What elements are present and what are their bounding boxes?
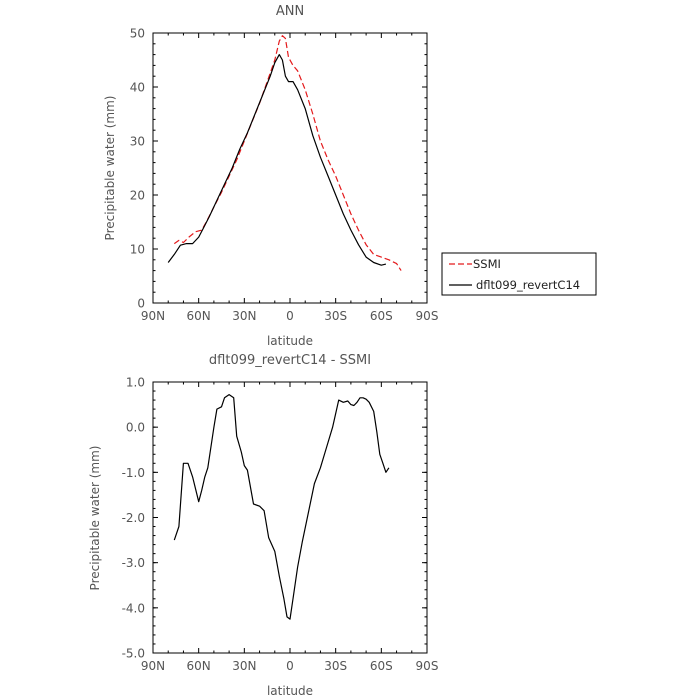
top-x-tick-label: 90S [416, 309, 439, 323]
bottom-x-tick-label: 60N [187, 659, 211, 673]
bottom-x-tick-label: 90S [416, 659, 439, 673]
legend-box [441, 252, 597, 296]
top-y-axis-label: Precipitable water (mm) [103, 96, 117, 241]
legend-label-ssmi: SSMI [473, 257, 501, 271]
bottom-y-tick-label: -5.0 [122, 647, 145, 661]
bottom-x-tick-label: 0 [286, 659, 294, 673]
legend: SSMI dflt099_revertC14 [441, 252, 597, 296]
bottom-y-tick-label: 1.0 [126, 376, 145, 390]
top-panel: ANN 90N 60N 30N 0 30S 60S 90S 0 10 20 30 40 50 latit… [103, 4, 597, 348]
bottom-x-axis-label: latitude [267, 684, 313, 698]
bottom-x-tick-label: 90N [141, 659, 165, 673]
top-x-tick-label: 30N [232, 309, 256, 323]
top-plot-frame [152, 32, 428, 304]
top-x-tick-label: 60S [370, 309, 393, 323]
bottom-y-tick-label: -2.0 [122, 511, 145, 525]
bottom-panel: dflt099_revertC14 - SSMI 90N 60N 30N 0 30S 60… [88, 353, 438, 698]
top-y-tick-label: 0 [137, 297, 145, 311]
top-chart-title: ANN [276, 4, 304, 19]
bottom-y-tick-label: -1.0 [122, 466, 145, 480]
top-x-axis-label: latitude [267, 334, 313, 348]
top-y-tick-label: 10 [130, 243, 145, 257]
top-y-tick-label: 50 [130, 27, 145, 41]
bottom-chart-title: dflt099_revertC14 - SSMI [209, 353, 371, 368]
bottom-series-line-0 [173, 394, 390, 620]
bottom-y-tick-label: -4.0 [122, 601, 145, 615]
legend-label-model: dflt099_revertC14 [476, 278, 580, 292]
top-x-tick-label: 60N [187, 309, 211, 323]
bottom-plot-frame [152, 381, 428, 654]
top-y-tick-label: 20 [130, 189, 145, 203]
bottom-y-axis-label: Precipitable water (mm) [88, 446, 102, 591]
top-series-line-dflt099-revertc14 [167, 53, 387, 266]
bottom-x-tick-label: 30S [324, 659, 347, 673]
top-series-line-ssmi [173, 35, 402, 271]
bottom-y-tick-label: 0.0 [126, 421, 145, 435]
top-x-tick-label: 90N [141, 309, 165, 323]
top-y-tick-label: 30 [130, 135, 145, 149]
top-x-tick-label: 30S [324, 309, 347, 323]
bottom-x-tick-label: 30N [232, 659, 256, 673]
bottom-x-tick-label: 60S [370, 659, 393, 673]
top-x-tick-label: 0 [286, 309, 294, 323]
bottom-y-tick-label: -3.0 [122, 556, 145, 570]
top-y-tick-label: 40 [130, 81, 145, 95]
